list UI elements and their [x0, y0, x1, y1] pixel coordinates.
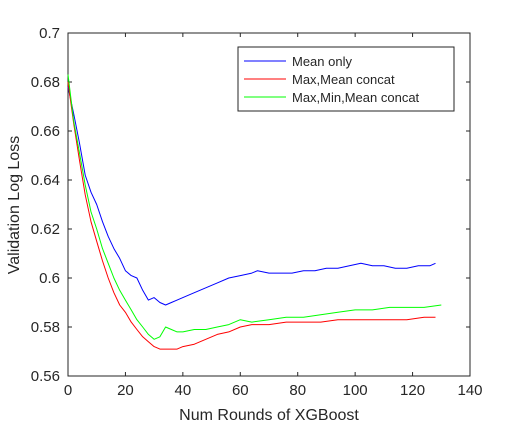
x-tick-label: 80 — [289, 382, 306, 399]
x-tick-label: 100 — [343, 382, 368, 399]
y-axis: 0.56 0.58 0.6 0.62 0.64 0.66 0.68 0.7 — [31, 25, 470, 385]
series-line-2 — [67, 81, 436, 350]
legend: Mean only Max,Mean concat Max,Min,Mean con… — [237, 46, 455, 112]
legend-label: Max,Min,Mean concat — [292, 90, 420, 105]
legend-label: Max,Mean concat — [292, 72, 395, 87]
x-tick-label: 40 — [175, 382, 192, 399]
x-axis: 0 20 40 60 80 100 120 140 — [64, 33, 483, 399]
y-tick-label: 0.58 — [31, 319, 60, 336]
y-tick-label: 0.62 — [31, 221, 60, 238]
y-tick-label: 0.66 — [31, 123, 60, 140]
x-tick-label: 0 — [64, 382, 72, 399]
x-tick-label: 20 — [117, 382, 134, 399]
x-axis-label: Num Rounds of XGBoost — [179, 407, 359, 424]
y-axis-label: Validation Log Loss — [6, 136, 23, 274]
x-tick-label: 120 — [400, 382, 425, 399]
x-tick-label: 60 — [232, 382, 249, 399]
y-tick-label: 0.6 — [39, 270, 60, 287]
series-line-3 — [67, 74, 442, 340]
y-tick-label: 0.7 — [39, 25, 60, 42]
y-tick-label: 0.56 — [31, 368, 60, 385]
y-tick-label: 0.64 — [31, 172, 60, 189]
series-layer — [67, 74, 442, 350]
y-tick-label: 0.68 — [31, 74, 60, 91]
legend-label: Mean only — [292, 54, 352, 69]
series-line-1 — [67, 86, 436, 306]
x-tick-label: 140 — [457, 382, 482, 399]
